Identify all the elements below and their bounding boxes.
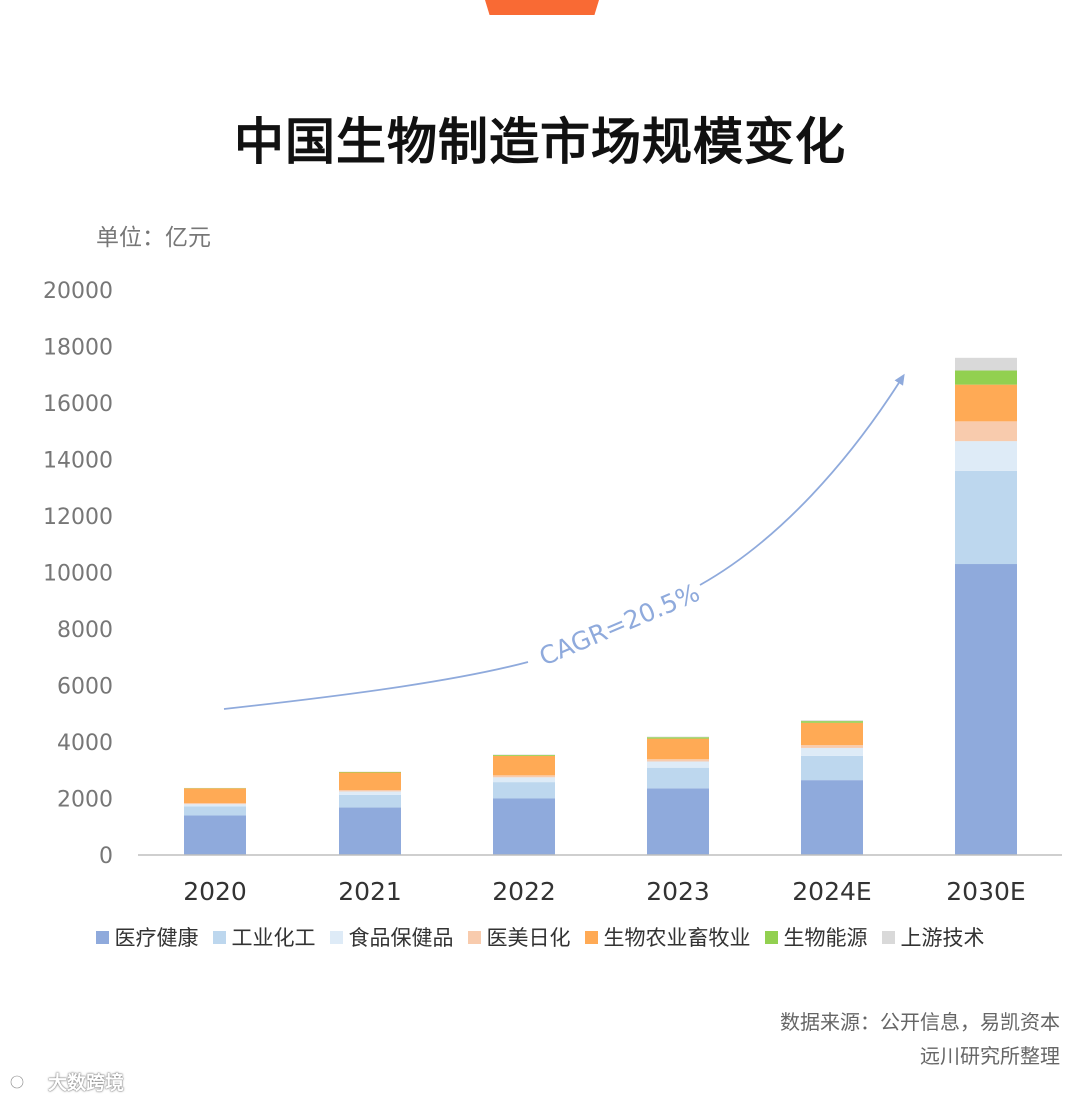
y-tick-label: 2000 bbox=[57, 788, 113, 813]
legend-label: 医疗健康 bbox=[114, 926, 199, 950]
x-tick-label: 2030E bbox=[946, 877, 1025, 906]
legend-swatch bbox=[95, 930, 109, 944]
bar-segment bbox=[801, 780, 863, 855]
cagr-annotation: CAGR=20.5% bbox=[535, 578, 704, 672]
bar-segment bbox=[493, 755, 555, 776]
bar-segment bbox=[647, 759, 709, 762]
bar-segment bbox=[955, 370, 1017, 385]
watermark-logo-icon bbox=[10, 1073, 44, 1089]
legend-label: 生物能源 bbox=[783, 926, 868, 950]
y-tick-label: 4000 bbox=[57, 731, 113, 756]
bar-segment bbox=[647, 761, 709, 768]
watermark: 大数跨境 bbox=[10, 1068, 124, 1095]
bar-segment bbox=[184, 806, 246, 816]
bar-segment bbox=[339, 790, 401, 792]
bar-segment bbox=[339, 794, 401, 808]
legend-swatch bbox=[212, 930, 226, 944]
y-tick-label: 14000 bbox=[43, 449, 113, 474]
legend-swatch bbox=[881, 930, 895, 944]
y-tick-label: 8000 bbox=[57, 618, 113, 643]
legend-swatch bbox=[467, 930, 481, 944]
bar-segment bbox=[955, 384, 1017, 422]
bar-segment bbox=[801, 722, 863, 746]
y-tick-label: 18000 bbox=[43, 336, 113, 361]
legend-label: 生物农业畜牧业 bbox=[603, 926, 751, 950]
legend-label: 上游技术 bbox=[900, 926, 985, 950]
x-tick-label: 2021 bbox=[338, 877, 402, 906]
bar-segment bbox=[955, 470, 1017, 565]
bar-segment bbox=[493, 782, 555, 799]
legend-item: 生物农业畜牧业 bbox=[584, 922, 751, 952]
legend-item: 工业化工 bbox=[212, 922, 316, 952]
bar-segment bbox=[647, 767, 709, 789]
legend-item: 医疗健康 bbox=[95, 922, 199, 952]
x-tick-label: 2022 bbox=[492, 877, 556, 906]
legend-label: 工业化工 bbox=[231, 926, 316, 950]
bar-segment bbox=[647, 736, 709, 738]
bar-segment bbox=[801, 747, 863, 756]
y-axis: 0 2000 4000 6000 8000 10000 12000 14000 16000 180… bbox=[43, 279, 113, 869]
y-tick-label: 20000 bbox=[43, 279, 113, 304]
top-accent-tab bbox=[485, 0, 599, 15]
cagr-arrow bbox=[223, 661, 529, 710]
legend-item: 食品保健品 bbox=[329, 922, 454, 952]
bar-segment bbox=[801, 745, 863, 748]
source-line-1: 数据来源：公开信息，易凯资本 bbox=[780, 1010, 1060, 1034]
legend-swatch bbox=[764, 930, 778, 944]
legend-item: 医美日化 bbox=[467, 922, 571, 952]
watermark-text: 大数跨境 bbox=[48, 1072, 125, 1094]
bar-segment bbox=[647, 737, 709, 739]
chart-title: 中国生物制造市场规模变化 bbox=[234, 113, 846, 171]
cagr-arrow-head bbox=[699, 373, 905, 586]
legend-item: 上游技术 bbox=[881, 922, 985, 952]
bar-segment bbox=[339, 772, 401, 791]
bar-segment bbox=[647, 738, 709, 760]
bar-segment bbox=[801, 755, 863, 781]
bar-segment bbox=[493, 798, 555, 855]
bar-segment bbox=[339, 807, 401, 855]
legend-label: 医美日化 bbox=[486, 926, 571, 950]
x-axis: 2020 2021 2022 2023 2024E 2030E bbox=[183, 877, 1026, 906]
bar-segment bbox=[801, 720, 863, 722]
y-tick-label: 6000 bbox=[57, 675, 113, 700]
bar-segment bbox=[955, 357, 1017, 371]
legend-swatch bbox=[329, 930, 343, 944]
bar-segment bbox=[955, 564, 1017, 855]
bar-segment bbox=[493, 775, 555, 778]
bar-segment bbox=[493, 754, 555, 756]
y-tick-label: 10000 bbox=[43, 562, 113, 587]
bar-segment bbox=[647, 788, 709, 855]
unit-label: 单位：亿元 bbox=[96, 225, 211, 251]
bar-segment bbox=[493, 777, 555, 783]
x-tick-label: 2024E bbox=[792, 877, 871, 906]
bar-segment bbox=[955, 441, 1017, 471]
y-tick-label: 12000 bbox=[43, 505, 113, 530]
bar-segment bbox=[955, 421, 1017, 442]
bar-segment bbox=[184, 803, 246, 805]
bars-group bbox=[184, 357, 1017, 855]
source-line-2: 远川研究所整理 bbox=[920, 1044, 1060, 1068]
legend-label: 食品保健品 bbox=[348, 926, 454, 950]
source-note: 数据来源：公开信息，易凯资本 远川研究所整理 bbox=[780, 1005, 1060, 1073]
y-tick-label: 0 bbox=[99, 844, 113, 869]
bar-segment bbox=[184, 815, 246, 855]
bar-segment bbox=[184, 804, 246, 807]
legend: 医疗健康 工业化工 食品保健品 医美日化 生物农业畜牧业 生物能源 上游技术 bbox=[0, 922, 1080, 952]
x-tick-label: 2020 bbox=[183, 877, 247, 906]
bar-segment bbox=[184, 788, 246, 804]
legend-swatch bbox=[584, 930, 598, 944]
x-tick-label: 2023 bbox=[646, 877, 710, 906]
legend-item: 生物能源 bbox=[764, 922, 868, 952]
bar-segment bbox=[339, 791, 401, 795]
bar-segment bbox=[801, 721, 863, 723]
y-tick-label: 16000 bbox=[43, 392, 113, 417]
bar-segment bbox=[339, 771, 401, 773]
